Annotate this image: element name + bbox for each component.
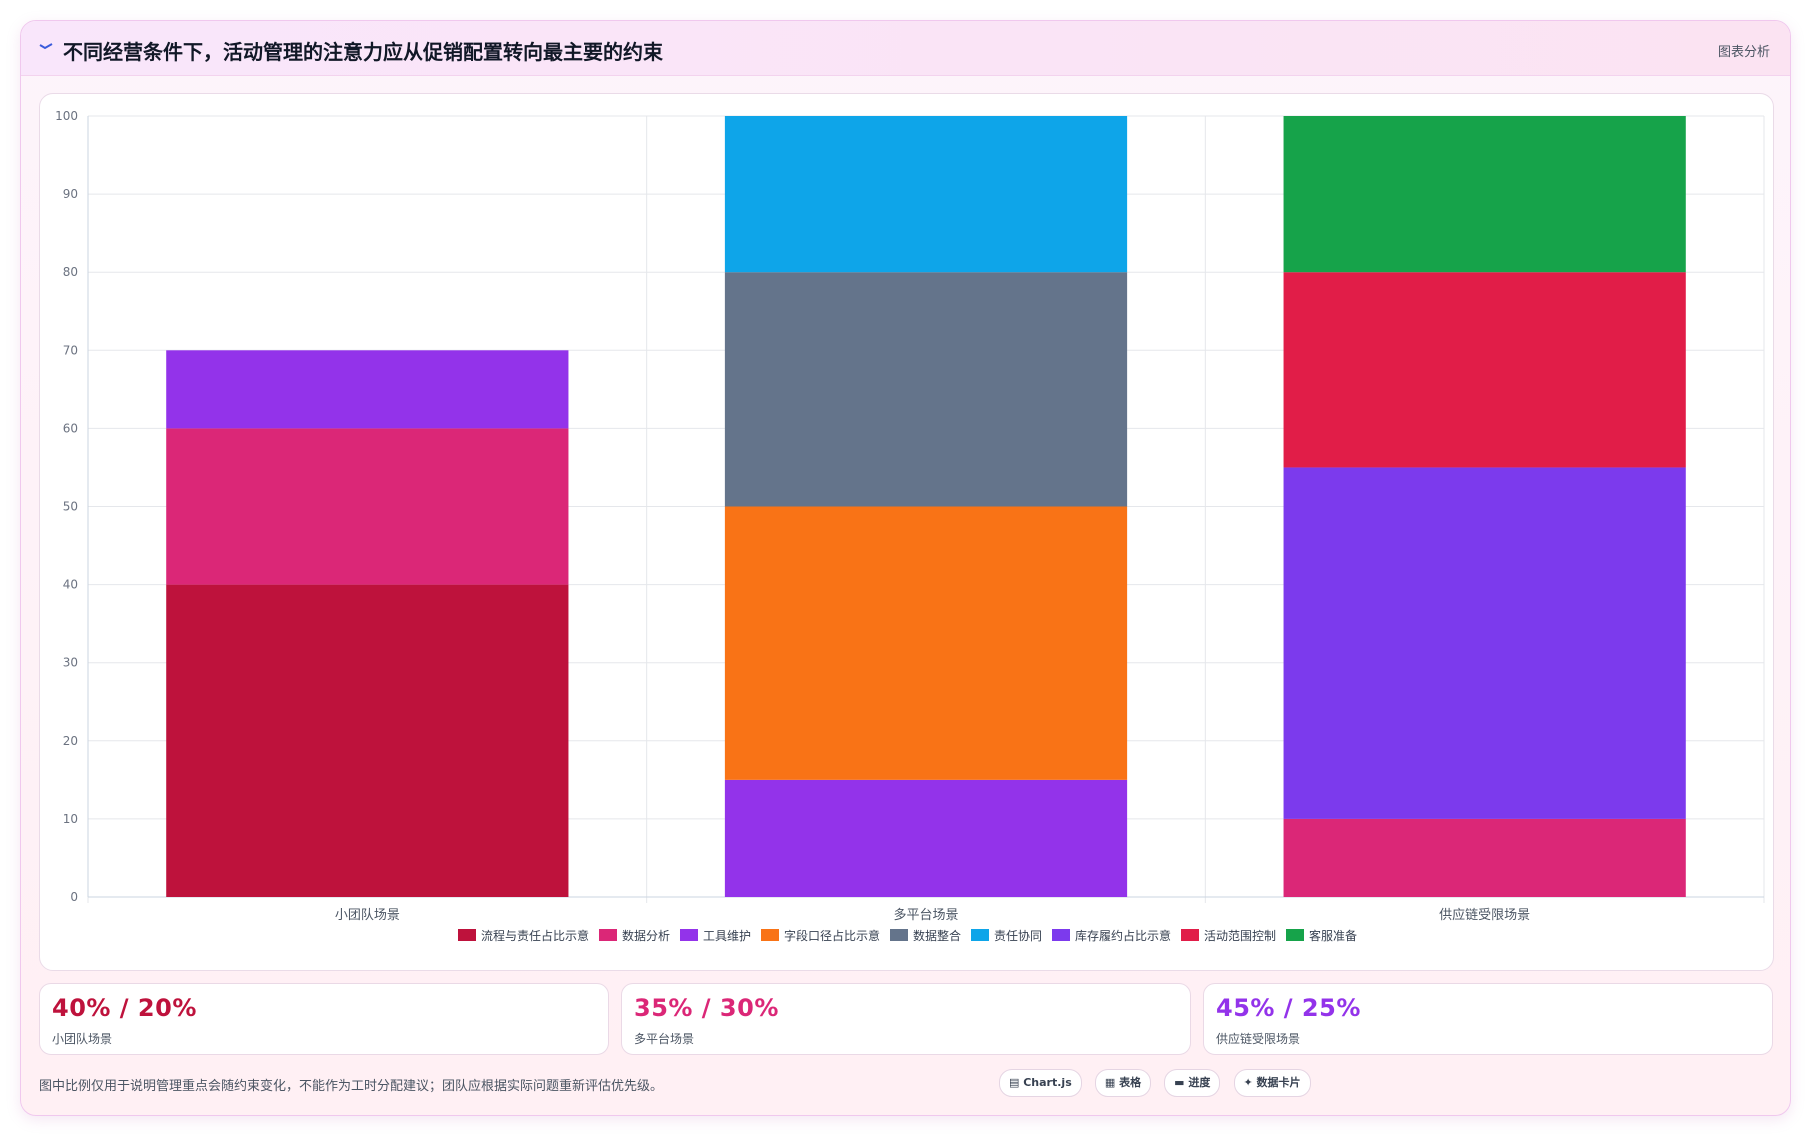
legend-label: 责任协同 <box>994 928 1042 943</box>
legend-swatch <box>1052 929 1071 941</box>
legend-label: 字段口径占比示意 <box>784 928 880 943</box>
stat-label: 小团队场景 <box>52 1032 113 1046</box>
y-tick-label: 90 <box>63 187 78 201</box>
legend-label: 流程与责任占比示意 <box>481 928 589 943</box>
y-tick-label: 100 <box>55 109 78 123</box>
stat-value: 45% / 25% <box>1216 994 1361 1022</box>
bar-segment <box>166 350 569 429</box>
legend-swatch <box>1286 929 1305 941</box>
stat-cards: 40% / 20% 小团队场景 35% / 30% 多平台场景 45% / 25… <box>39 983 1774 1055</box>
legend-swatch <box>679 929 698 941</box>
legend-label: 工具维护 <box>703 929 751 943</box>
chip-data-cards[interactable]: ✦ 数据卡片 <box>1233 1069 1311 1097</box>
stat-value: 35% / 30% <box>634 994 779 1022</box>
trend-icon <box>39 39 53 55</box>
bar-segment <box>166 584 569 897</box>
view-chips: ▤ Chart.js ▦ 表格 ▬ 进度 ✦ 数据卡片 <box>999 1069 1319 1097</box>
y-tick-label: 80 <box>63 265 78 279</box>
y-tick-label: 70 <box>63 343 78 357</box>
card-header: 不同经营条件下，活动管理的注意力应从促销配置转向最主要的约束 图表分析 <box>21 21 1790 76</box>
chart-panel: 0 10 20 30 40 50 60 70 80 90 100 小团队场景 多平台场景 供应链受限场景流… <box>39 93 1774 971</box>
legend-label: 活动范围控制 <box>1204 929 1276 943</box>
bar-segment <box>1283 467 1686 819</box>
bar-segment <box>724 272 1128 507</box>
legend-label: 客服准备 <box>1309 928 1357 943</box>
progress-icon: ▬ <box>1174 1076 1189 1089</box>
y-tick-label: 0 <box>70 890 78 904</box>
y-tick-label: 20 <box>63 734 78 748</box>
y-tick-label: 50 <box>63 500 78 514</box>
legend-swatch <box>598 929 617 941</box>
footnote: 图中比例仅用于说明管理重点会随约束变化，不能作为工时分配建议；团队应根据实际问题… <box>39 1079 664 1094</box>
x-tick-label: 供应链受限场景 <box>1439 907 1530 923</box>
legend-swatch <box>1181 929 1200 941</box>
chip-label: 表格 <box>1119 1076 1142 1089</box>
bar-segment <box>1283 116 1686 273</box>
bar-segment <box>724 116 1128 273</box>
y-tick-label: 30 <box>63 656 78 670</box>
legend-swatch <box>889 929 908 941</box>
bar-segment <box>724 506 1128 780</box>
chip-label: 进度 <box>1188 1076 1211 1089</box>
legend-label: 数据整合 <box>913 928 961 943</box>
bar-segment <box>1283 272 1686 468</box>
x-tick-label: 多平台场景 <box>893 907 958 923</box>
chip-table[interactable]: ▦ 表格 <box>1094 1069 1152 1097</box>
chip-label: Chart.js <box>1023 1076 1072 1089</box>
y-tick-label: 10 <box>63 812 78 826</box>
legend-swatch <box>971 929 990 941</box>
table-icon: ▦ <box>1104 1076 1120 1089</box>
legend-swatch <box>760 929 779 941</box>
y-tick-label: 40 <box>63 578 78 592</box>
legend-swatch <box>457 929 476 941</box>
stat-card: 45% / 25% 供应链受限场景 <box>1203 983 1773 1055</box>
sparkle-icon: ✦ <box>1243 1076 1257 1089</box>
page-title: 不同经营条件下，活动管理的注意力应从促销配置转向最主要的约束 <box>63 40 663 64</box>
chart-icon: ▤ <box>1009 1076 1024 1089</box>
stat-label: 供应链受限场景 <box>1216 1032 1301 1046</box>
bar-segment <box>166 428 569 585</box>
stat-card: 35% / 30% 多平台场景 <box>621 983 1191 1055</box>
x-tick-label: 小团队场景 <box>335 908 400 923</box>
bar-segment <box>724 779 1128 897</box>
stat-value: 40% / 20% <box>52 994 197 1022</box>
chart-card: 不同经营条件下，活动管理的注意力应从促销配置转向最主要的约束 图表分析 0 10 2… <box>20 20 1791 1116</box>
legend-label: 数据分析 <box>622 928 670 943</box>
stat-label: 多平台场景 <box>634 1032 695 1046</box>
chip-progress[interactable]: ▬ 进度 <box>1164 1069 1221 1097</box>
y-tick-label: 60 <box>63 421 78 435</box>
chip-label: 数据卡片 <box>1256 1076 1301 1089</box>
legend-label: 库存履约占比示意 <box>1075 928 1171 943</box>
chart-analysis-button[interactable]: 图表分析 <box>1717 45 1770 60</box>
stat-card: 40% / 20% 小团队场景 <box>39 983 609 1055</box>
stacked-bar-chart: 0 10 20 30 40 50 60 70 80 90 100 小团队场景 多平台场景 供应链受限场景流… <box>55 109 1765 943</box>
bar-segment <box>1283 818 1686 897</box>
chip-chartjs[interactable]: ▤ Chart.js <box>999 1069 1082 1097</box>
